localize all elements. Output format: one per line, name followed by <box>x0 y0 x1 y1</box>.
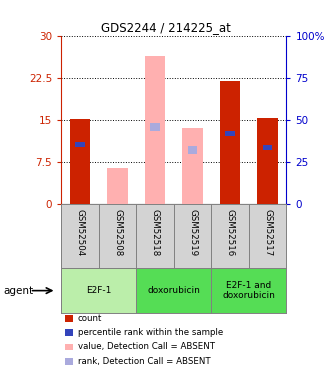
Bar <box>257 118 278 204</box>
Bar <box>145 57 165 204</box>
Text: value, Detection Call = ABSENT: value, Detection Call = ABSENT <box>78 342 215 351</box>
Bar <box>75 142 85 147</box>
Bar <box>61 268 136 313</box>
Text: E2F-1 and
doxorubicin: E2F-1 and doxorubicin <box>222 281 275 300</box>
Bar <box>70 119 90 204</box>
Bar <box>188 147 197 154</box>
Text: GDS2244 / 214225_at: GDS2244 / 214225_at <box>101 21 230 34</box>
Bar <box>136 268 211 313</box>
Text: agent: agent <box>3 286 33 296</box>
Text: GSM52508: GSM52508 <box>113 210 122 257</box>
Text: GSM52504: GSM52504 <box>75 210 84 257</box>
Bar <box>150 123 160 131</box>
Bar <box>225 131 235 136</box>
Text: GSM52516: GSM52516 <box>225 210 235 257</box>
Text: E2F-1: E2F-1 <box>86 286 112 295</box>
Bar <box>220 81 240 204</box>
Text: GSM52518: GSM52518 <box>151 210 160 257</box>
Text: GSM52517: GSM52517 <box>263 210 272 257</box>
Bar <box>263 145 272 150</box>
Text: doxorubicin: doxorubicin <box>147 286 200 295</box>
Text: percentile rank within the sample: percentile rank within the sample <box>78 328 223 337</box>
Bar <box>107 168 128 204</box>
Text: GSM52519: GSM52519 <box>188 210 197 256</box>
Bar <box>211 268 286 313</box>
Text: count: count <box>78 314 102 323</box>
Bar <box>182 128 203 204</box>
Text: rank, Detection Call = ABSENT: rank, Detection Call = ABSENT <box>78 357 211 366</box>
